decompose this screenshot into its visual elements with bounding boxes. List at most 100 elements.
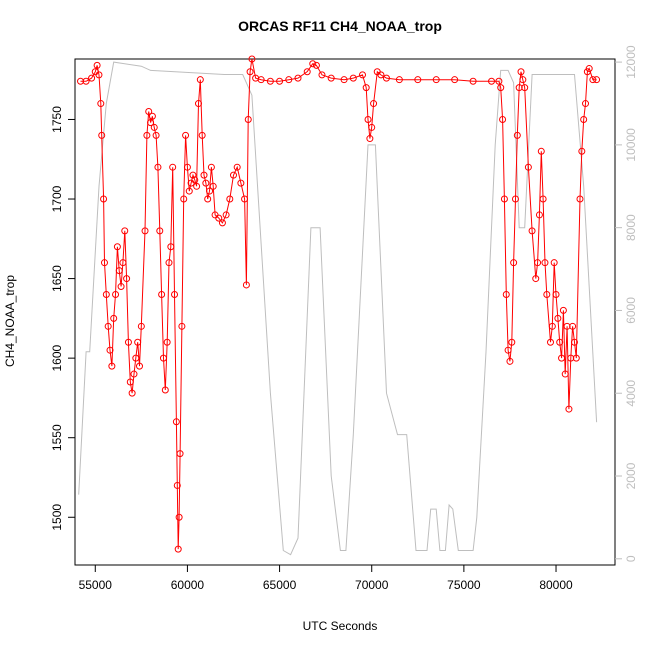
data-point (294, 74, 302, 82)
data-point (508, 338, 516, 346)
data-point (327, 74, 335, 82)
data-point (173, 481, 181, 489)
data-point (88, 74, 96, 82)
data-point (152, 131, 160, 139)
y-tick-label: 1500 (50, 504, 64, 531)
data-point (593, 76, 601, 84)
data-point (222, 211, 230, 219)
data-point (123, 275, 131, 283)
data-point (580, 115, 588, 123)
y2-tick-label: 0 (624, 555, 638, 562)
data-point (550, 259, 558, 267)
y-tick-label: 1700 (50, 185, 64, 212)
data-point (194, 100, 202, 108)
y2-tick-label: 8000 (624, 214, 638, 241)
data-point (104, 322, 112, 330)
data-point (451, 76, 459, 84)
data-point (559, 306, 567, 314)
data-point (513, 131, 521, 139)
data-point (202, 179, 210, 187)
y2-tick-label: 6000 (624, 297, 638, 324)
data-point (248, 55, 256, 63)
data-point (176, 450, 184, 458)
data-point (370, 100, 378, 108)
data-point (233, 163, 241, 171)
data-point (257, 76, 265, 84)
data-point (150, 123, 158, 131)
data-point (82, 77, 90, 85)
y-tick-label: 1650 (50, 265, 64, 292)
data-point (136, 362, 144, 370)
data-point (569, 322, 577, 330)
data-point (570, 338, 578, 346)
data-point (148, 112, 156, 120)
data-point (528, 227, 536, 235)
data-point (97, 100, 105, 108)
x-tick-label: 60000 (171, 578, 205, 592)
data-point (368, 123, 376, 131)
data-point (366, 135, 374, 143)
data-point (189, 171, 197, 179)
data-point (535, 211, 543, 219)
data-point (154, 163, 162, 171)
x-tick-label: 70000 (355, 578, 389, 592)
data-point (519, 76, 527, 84)
y-tick-label: 1600 (50, 344, 64, 371)
data-point (340, 76, 348, 84)
y-tick-label: 1550 (50, 424, 64, 451)
data-point (318, 71, 326, 79)
data-point (244, 115, 252, 123)
data-point (532, 275, 540, 283)
data-point (95, 71, 103, 79)
data-point (395, 76, 403, 84)
data-point (534, 259, 542, 267)
data-point (543, 290, 551, 298)
data-point (556, 338, 564, 346)
data-point (537, 147, 545, 155)
data-point (106, 346, 114, 354)
data-point (169, 163, 177, 171)
data-point (558, 354, 566, 362)
x-tick-label: 55000 (79, 578, 113, 592)
data-point (143, 131, 151, 139)
data-point (276, 77, 284, 85)
data-point (117, 283, 125, 291)
data-point (517, 68, 525, 76)
data-line (78, 61, 598, 556)
y2-tick-label: 4000 (624, 380, 638, 407)
data-point (432, 76, 440, 84)
data-point (488, 77, 496, 85)
data-point (161, 386, 169, 394)
data-point (521, 84, 529, 92)
y2-tick-label: 10000 (624, 128, 638, 162)
data-point (285, 76, 293, 84)
data-point (147, 119, 155, 127)
data-point (207, 163, 215, 171)
data-point (137, 322, 145, 330)
data-point (266, 77, 274, 85)
data-point (102, 290, 110, 298)
y2-tick-label: 2000 (624, 462, 638, 489)
data-point (359, 71, 367, 79)
data-point (128, 389, 136, 397)
data-point (589, 76, 597, 84)
data-point (121, 227, 129, 235)
data-point (349, 74, 357, 82)
data-point (552, 290, 560, 298)
plot-box (74, 58, 616, 566)
data-point (185, 187, 193, 195)
data-point (578, 147, 586, 155)
data-point (182, 131, 190, 139)
data-point (98, 131, 106, 139)
data-point (100, 195, 108, 203)
data-point (541, 259, 549, 267)
data-point (382, 74, 390, 82)
data-point (303, 68, 311, 76)
data-point (502, 290, 510, 298)
data-point (193, 182, 201, 190)
data-point (175, 513, 183, 521)
data-point (126, 378, 134, 386)
data-point (362, 84, 370, 92)
data-point (183, 163, 191, 171)
